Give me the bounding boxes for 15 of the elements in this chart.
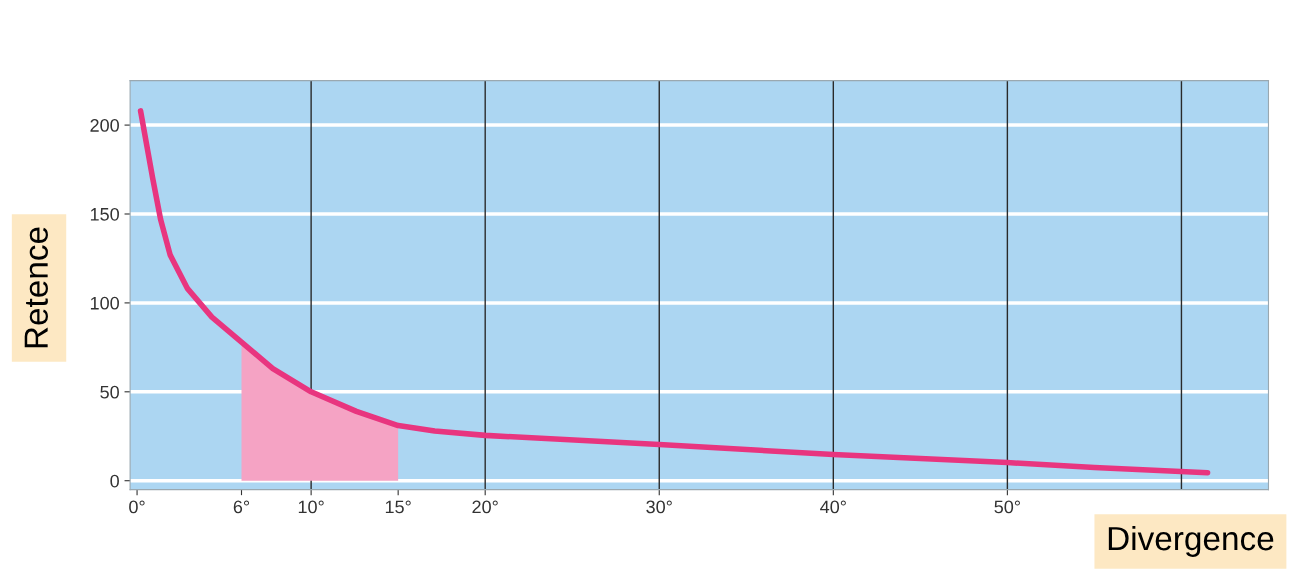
x-tick-label: 50° (994, 500, 1020, 514)
y-tick-label: 50 (100, 385, 119, 399)
y-tick-label: 150 (90, 207, 119, 221)
y-tick-label: 0 (110, 474, 119, 488)
x-tick-label: 20° (472, 500, 498, 514)
x-tick-label: 40° (820, 500, 846, 514)
x-tick-label: 30° (646, 500, 672, 514)
y-axis-title: Retence (24, 227, 48, 348)
x-tick-label: 0° (129, 500, 145, 514)
x-tick-label: 15° (385, 500, 411, 514)
y-tick-label: 100 (90, 296, 119, 310)
y-tick-label: 200 (90, 119, 119, 132)
x-tick-label: 10° (298, 500, 324, 514)
x-axis-title: Divergence (1108, 525, 1274, 557)
x-tick-label: 6° (233, 500, 250, 514)
